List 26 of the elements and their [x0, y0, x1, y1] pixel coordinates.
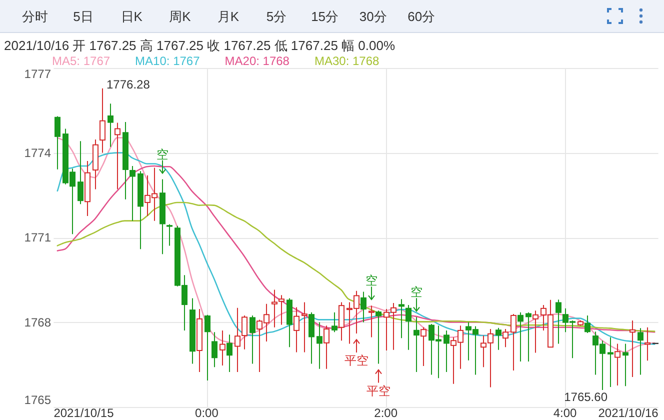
annotation: 空 — [366, 274, 378, 288]
x-tick-label: 0:00 — [195, 406, 219, 420]
annotation: 平空 — [344, 354, 368, 368]
text: 15分 — [311, 9, 339, 24]
y-tick-label: 1765 — [24, 393, 52, 407]
x-tick-label: 4:00 — [553, 406, 577, 420]
y-tick-label: 1771 — [24, 230, 52, 244]
text: 60分 — [408, 9, 436, 24]
text: 5分 — [266, 9, 287, 24]
text: 周K — [169, 9, 192, 24]
annotation: 空 — [410, 285, 422, 300]
annotation: 平空 — [366, 384, 390, 398]
y-tick-label: 1774 — [24, 146, 52, 160]
text: 月K — [217, 9, 240, 24]
y-tick-label: 1768 — [24, 315, 52, 330]
legend: MA5: 1767 MA10: 1767 MA20: 1768 MA30: 1768 — [52, 54, 380, 68]
text: 日K — [120, 9, 143, 24]
text: 分时 — [22, 9, 48, 24]
chart-title: 2021/10/16 开 1767.25 高 1767.25 收 1767.25 低 1767.25 幅 0.00% — [4, 38, 396, 53]
x-tick-label: 2021/10/15 — [54, 406, 114, 420]
y-tick-label: 1777 — [24, 67, 52, 81]
text: 30分 — [359, 9, 387, 24]
text: 5日 — [73, 9, 94, 24]
x-tick-label: 2:00 — [374, 406, 398, 420]
x-tick-label: 2021/10/16 — [598, 406, 659, 420]
annotation: 空 — [156, 147, 168, 162]
